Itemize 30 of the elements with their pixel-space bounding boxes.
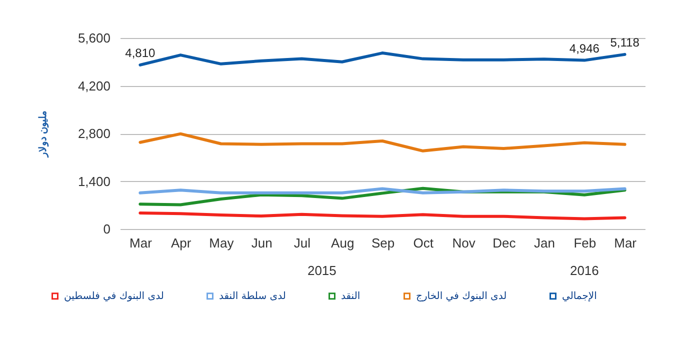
x-tick-label: May <box>209 236 234 250</box>
x-tick-label: Aug <box>331 236 354 250</box>
x-tick-label: Apr <box>170 236 192 250</box>
data-label: 4,810 <box>125 46 156 60</box>
x-tick-label: Mar <box>129 236 153 250</box>
y-tick-label: 4,200 <box>78 78 110 94</box>
data-label: 5,118 <box>610 35 640 50</box>
legend-label: النقد <box>341 291 360 302</box>
legend-label: لدى البنوك في فلسطين <box>64 291 164 302</box>
x-tick-label: Sep <box>371 236 395 250</box>
line-series <box>138 132 626 152</box>
data-label: 4,946 <box>569 41 600 56</box>
legend-label: الإجمالي <box>562 291 597 302</box>
x-tick-label: Jan <box>534 236 556 250</box>
y-axis-title: مليون دولار <box>38 111 49 158</box>
text: 2015 <box>307 263 336 278</box>
x-tick-label: Oct <box>413 236 434 250</box>
legend-label: لدى البنوك في الخارج <box>416 291 507 302</box>
y-tick-label: 0 <box>103 222 110 236</box>
x-tick-label: Mar <box>614 236 638 250</box>
x-tick-label: Jun <box>251 236 272 250</box>
x-tick-label: Nov <box>452 236 476 250</box>
text: 2016 <box>570 263 599 278</box>
y-tick-label: 2,800 <box>78 126 110 141</box>
y-tick-label: 1,400 <box>78 174 110 189</box>
legend-label: لدى سلطة النقد <box>219 291 286 302</box>
x-tick-label: Dec <box>492 236 516 250</box>
x-tick-label: Jul <box>294 236 311 250</box>
y-tick-label: 5,600 <box>78 30 110 46</box>
x-tick-label: Feb <box>574 236 596 250</box>
